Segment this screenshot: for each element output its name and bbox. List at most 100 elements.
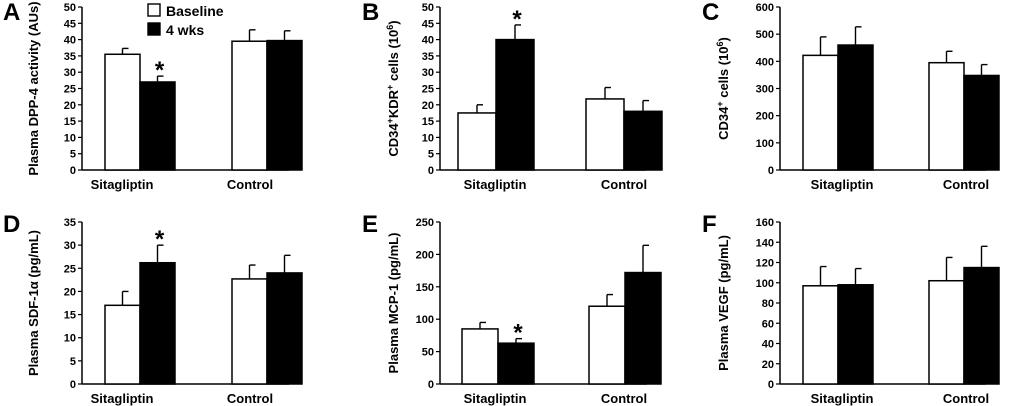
y-tick-label: 5	[70, 356, 76, 368]
y-tick-label: 0	[70, 379, 76, 391]
y-tick-label: 30	[64, 67, 76, 79]
y-tick-label: 20	[64, 286, 76, 298]
y-tick-label: 120	[756, 258, 774, 270]
y-tick-label: 35	[64, 51, 76, 63]
category-label: Sitagliptin	[91, 177, 154, 192]
y-tick-label: 0	[768, 165, 774, 177]
y-tick-label: 40	[422, 35, 434, 47]
y-tick-label: 50	[64, 2, 76, 14]
y-tick-label: 0	[768, 379, 774, 391]
y-tick-label: 10	[64, 132, 76, 144]
bar-baseline-control	[231, 40, 268, 171]
bar-baseline-sitagliptin	[457, 112, 497, 171]
bar-baseline-control	[928, 61, 965, 171]
bar-baseline-control	[928, 279, 965, 385]
bar-baseline-control	[588, 305, 626, 385]
category-label: Sitagliptin	[464, 177, 527, 192]
category-label: Control	[601, 177, 647, 192]
panel-e: E Plasma MCP-1 (pg/mL) 0 50 100 150 200 250 Sita…	[362, 211, 662, 406]
panel-c: C CD34+ cells (106) 0 100 200 300 400 500 600 Sit…	[702, 0, 1000, 192]
panel-letter: F	[702, 211, 717, 238]
category-label: Control	[227, 391, 273, 406]
panel-b: B CD34+KDR+ cells (106) 0 5 10 15 20 25 30 35 40 45…	[362, 0, 663, 192]
legend-label: 4 wks	[166, 22, 204, 38]
y-axis-title: CD34+ cells (106)	[715, 37, 731, 140]
y-tick-label: 140	[756, 237, 774, 249]
bar-4wks-control	[963, 74, 1000, 171]
y-tick-label: 200	[416, 249, 434, 261]
y-tick-label: 45	[422, 18, 434, 30]
y-tick-label: 300	[756, 84, 774, 96]
y-tick-label: 40	[762, 339, 774, 351]
significance-star: *	[513, 320, 523, 347]
y-tick-label: 100	[756, 138, 774, 150]
y-tick-label: 0	[428, 165, 434, 177]
panel-letter: C	[702, 0, 719, 26]
bar-4wks-sitagliptin	[837, 44, 874, 171]
bar-baseline-sitagliptin	[104, 304, 141, 385]
y-tick-label: 150	[416, 282, 434, 294]
significance-star: *	[155, 226, 165, 253]
bar-4wks-control	[623, 110, 663, 171]
y-tick-label: 20	[762, 359, 774, 371]
bar-4wks-sitagliptin	[495, 38, 535, 171]
y-tick-label: 160	[756, 217, 774, 229]
y-tick-label: 500	[756, 29, 774, 41]
y-tick-label: 5	[70, 149, 76, 161]
y-tick-label: 250	[416, 217, 434, 229]
y-tick-label: 35	[64, 217, 76, 229]
y-axis-title: Plasma MCP-1 (pg/mL)	[386, 233, 401, 374]
y-tick-label: 5	[428, 149, 434, 161]
y-tick-label: 20	[422, 100, 434, 112]
significance-star: *	[155, 57, 165, 84]
y-axis-title: CD34+KDR+ cells (106)	[385, 20, 401, 156]
bar-4wks-sitagliptin	[837, 284, 874, 385]
category-label: Control	[601, 391, 647, 406]
bar-4wks-sitagliptin	[139, 261, 176, 385]
y-tick-label: 200	[756, 111, 774, 123]
category-label: Sitagliptin	[91, 391, 154, 406]
panel-letter: D	[3, 211, 20, 238]
category-label: Sitagliptin	[811, 177, 874, 192]
bar-baseline-sitagliptin	[461, 328, 499, 385]
panel-letter: A	[3, 0, 20, 26]
panel-letter: E	[362, 211, 378, 238]
y-tick-label: 20	[64, 100, 76, 112]
bar-baseline-control	[231, 278, 268, 385]
y-axis-title: Plasma DPP-4 activity (AUs)	[26, 1, 41, 175]
bar-baseline-control	[585, 98, 625, 171]
y-tick-label: 30	[422, 67, 434, 79]
y-tick-label: 35	[422, 51, 434, 63]
y-tick-label: 15	[64, 310, 76, 322]
y-tick-label: 50	[422, 347, 434, 359]
bar-baseline-sitagliptin	[104, 53, 141, 171]
y-tick-label: 15	[64, 116, 76, 128]
category-label: Sitagliptin	[811, 391, 874, 406]
significance-star: *	[512, 6, 522, 33]
y-tick-label: 0	[70, 165, 76, 177]
y-tick-label: 400	[756, 56, 774, 68]
category-label: Sitagliptin	[464, 391, 527, 406]
y-tick-label: 50	[422, 2, 434, 14]
y-tick-label: 10	[422, 132, 434, 144]
y-tick-label: 45	[64, 18, 76, 30]
category-label: Control	[227, 177, 273, 192]
legend: Baseline 4 wks	[147, 3, 224, 38]
y-tick-label: 0	[428, 379, 434, 391]
bar-4wks-sitagliptin	[497, 342, 535, 385]
bar-4wks-sitagliptin	[139, 81, 176, 171]
y-axis-title: Plasma SDF-1α (pg/mL)	[26, 230, 41, 376]
category-label: Control	[943, 391, 989, 406]
legend-label: Baseline	[166, 3, 224, 19]
y-tick-label: 600	[756, 2, 774, 14]
panel-letter: B	[362, 0, 379, 26]
y-tick-label: 15	[422, 116, 434, 128]
legend-swatch-baseline	[147, 3, 161, 17]
bar-baseline-sitagliptin	[802, 54, 839, 171]
y-tick-label: 80	[762, 298, 774, 310]
bar-4wks-control	[266, 39, 303, 171]
y-tick-label: 25	[64, 263, 76, 275]
category-label: Control	[943, 177, 989, 192]
